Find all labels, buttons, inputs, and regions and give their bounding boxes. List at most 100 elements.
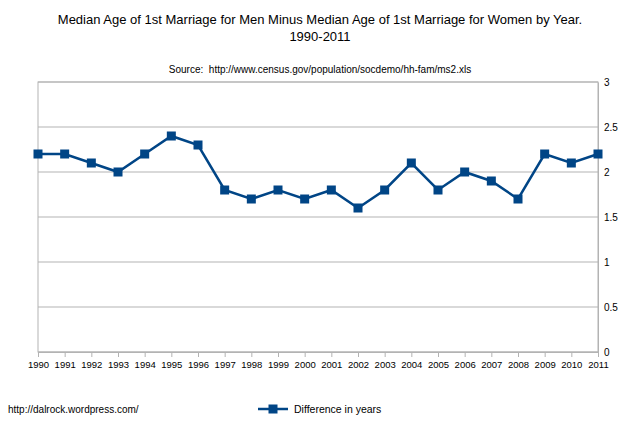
y-tick-label: 1.5 (604, 212, 618, 223)
data-point (60, 150, 69, 159)
x-tick-label: 1999 (268, 359, 289, 370)
y-tick: 2.5 (598, 122, 618, 133)
subtitle: Source: http://www.census.gov/population… (169, 64, 471, 75)
y-tick: 0 (598, 347, 610, 358)
x-tick-label: 1996 (188, 359, 209, 370)
x-tick: 2008 (508, 352, 529, 370)
x-tick-mark (171, 352, 172, 357)
y-tick-label: 2.5 (604, 122, 618, 133)
x-tick-label: 1992 (81, 359, 102, 370)
x-tick-label: 2004 (401, 359, 422, 370)
x-tick-label: 1997 (215, 359, 236, 370)
y-axis: 0 0.5 1 1.5 2 2.5 3 (598, 77, 618, 358)
data-point (194, 141, 203, 150)
y-tick: 0.5 (598, 302, 618, 313)
x-tick-label: 2011 (588, 359, 608, 370)
data-point (327, 186, 336, 195)
x-tick-label: 2008 (508, 359, 529, 370)
x-tick-label: 1995 (161, 359, 182, 370)
x-tick: 1997 (215, 352, 236, 370)
x-tick-mark (305, 352, 306, 357)
x-tick-mark (91, 352, 92, 357)
x-tick-mark (571, 352, 572, 357)
data-point (167, 132, 176, 141)
x-tick: 2004 (401, 352, 422, 370)
y-tick: 1 (598, 257, 610, 268)
x-axis-line (39, 353, 599, 358)
data-point (380, 186, 389, 195)
plot-frame (38, 82, 598, 352)
data-point (300, 195, 309, 204)
x-tick-label: 2000 (295, 359, 316, 370)
data-point (87, 159, 96, 168)
x-axis: 1990 1991 1992 1993 1994 1995 1996 1997 1998 1999… (28, 352, 609, 370)
x-tick-mark (225, 352, 226, 357)
data-point (540, 150, 549, 159)
x-tick-mark (598, 352, 599, 357)
y-tick-label: 0 (604, 347, 610, 358)
x-tick: 1998 (241, 352, 262, 370)
x-tick-label: 1991 (55, 359, 76, 370)
y-tick-label: 0.5 (604, 302, 618, 313)
data-point (34, 150, 43, 159)
x-tick-label: 2007 (481, 359, 502, 370)
chart: Median Age of 1st Marriage for Men Minus… (0, 0, 640, 429)
x-tick-label: 1990 (28, 359, 49, 370)
x-tick: 2003 (375, 352, 396, 370)
x-tick-mark (331, 352, 332, 357)
data-point (220, 186, 229, 195)
y-tick: 3 (598, 77, 610, 88)
x-tick-mark (411, 352, 412, 357)
x-tick-mark (491, 352, 492, 357)
x-tick-mark (65, 352, 66, 357)
x-tick-mark (465, 352, 466, 357)
annotation: http://dalrock.wordpress.com/ (8, 404, 139, 415)
x-tick: 2005 (428, 352, 449, 370)
x-tick: 2007 (481, 352, 502, 370)
data-point (594, 150, 603, 159)
x-tick: 2006 (455, 352, 476, 370)
x-tick-mark (145, 352, 146, 357)
grid-line (38, 127, 598, 128)
data-point (487, 177, 496, 186)
x-tick-mark (518, 352, 519, 357)
x-tick: 1994 (135, 352, 156, 370)
x-tick-mark (251, 352, 252, 357)
x-tick-label: 2005 (428, 359, 449, 370)
x-tick: 2000 (295, 352, 316, 370)
title: 1990-2011 (289, 29, 350, 44)
plot-area (34, 132, 603, 213)
x-tick: 2011 (588, 352, 608, 370)
x-tick-label: 2002 (348, 359, 369, 370)
x-tick: 1996 (188, 352, 209, 370)
data-point (567, 159, 576, 168)
x-tick-mark (118, 352, 119, 357)
y-tick-label: 3 (604, 77, 610, 88)
data-point (354, 204, 363, 213)
y-tick-label: 2 (604, 167, 610, 178)
x-tick-mark (358, 352, 359, 357)
x-tick-mark (278, 352, 279, 357)
x-tick: 2010 (561, 352, 582, 370)
data-point (407, 159, 416, 168)
data-line (38, 136, 598, 208)
y-tick: 2 (598, 167, 610, 178)
grid-line (38, 217, 598, 218)
data-point (274, 186, 283, 195)
legend-marker (269, 405, 278, 414)
data-point (514, 195, 523, 204)
x-tick: 1999 (268, 352, 289, 370)
y-axis-line (598, 83, 599, 353)
grid-line (38, 262, 598, 263)
x-tick-mark (38, 352, 39, 357)
data-point (247, 195, 256, 204)
y-tick-label: 1 (604, 257, 610, 268)
x-tick-label: 2003 (375, 359, 396, 370)
x-tick-label: 2006 (455, 359, 476, 370)
x-tick-label: 1993 (108, 359, 129, 370)
x-tick: 2001 (321, 352, 342, 370)
x-tick-label: 1998 (241, 359, 262, 370)
x-tick-mark (385, 352, 386, 357)
x-tick-label: 1994 (135, 359, 156, 370)
x-tick-label: 2009 (535, 359, 556, 370)
